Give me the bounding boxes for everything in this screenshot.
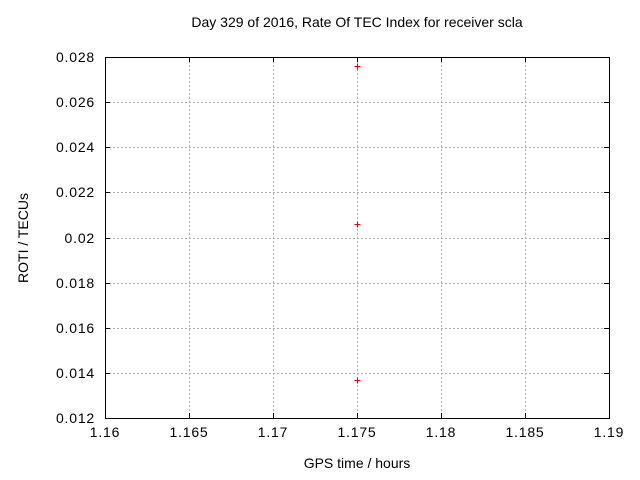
x-axis-label: GPS time / hours	[303, 455, 411, 471]
y-tick-label: 0.012	[56, 410, 95, 426]
x-tick-label: 1.16	[90, 424, 120, 440]
y-tick-label: 0.018	[56, 275, 95, 291]
y-tick-label: 0.026	[56, 94, 95, 110]
x-tick-label: 1.185	[505, 424, 544, 440]
y-tick-label: 0.02	[65, 230, 95, 246]
y-tick-label: 0.014	[56, 365, 95, 381]
x-tick-label: 1.17	[258, 424, 288, 440]
y-tick-label: 0.022	[56, 184, 95, 200]
y-tick-label: 0.016	[56, 320, 95, 336]
y-tick-label: 0.024	[56, 139, 95, 155]
x-tick-label: 1.175	[337, 424, 376, 440]
x-tick-label: 1.165	[169, 424, 208, 440]
chart-title: Day 329 of 2016, Rate Of TEC Index for r…	[191, 14, 523, 30]
y-tick-label: 0.028	[56, 49, 95, 65]
x-tick-label: 1.19	[594, 424, 624, 440]
plot-border	[105, 57, 610, 419]
x-tick-label: 1.18	[426, 424, 456, 440]
